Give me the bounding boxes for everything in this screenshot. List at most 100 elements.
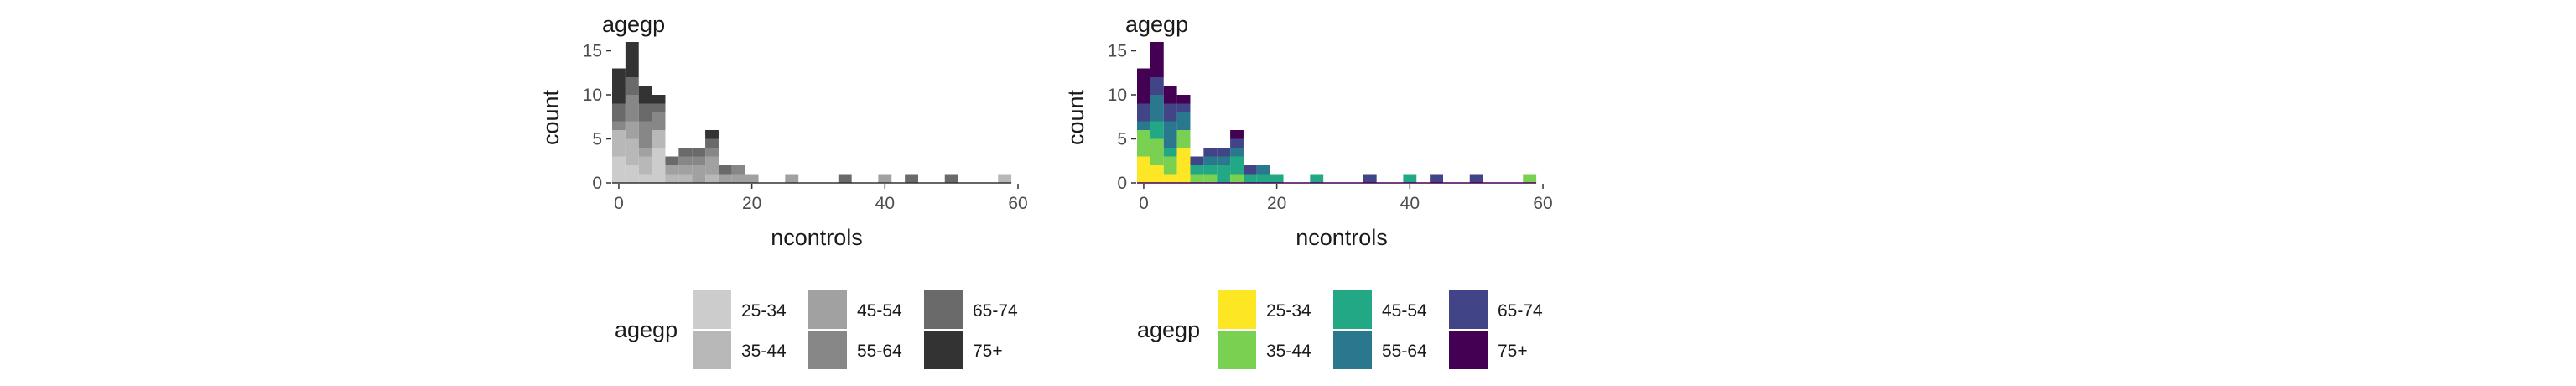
bar-35-44-bin-4 xyxy=(1163,156,1177,175)
y-tick-label: 5 xyxy=(1117,130,1127,149)
legend-swatch xyxy=(1333,331,1372,369)
bar-65-74-bin-50 xyxy=(1469,174,1483,183)
bar-55-64-bin-0 xyxy=(612,121,626,130)
bar-25-34-bin-6 xyxy=(1176,148,1191,183)
legend-label: 25-34 xyxy=(1266,301,1311,321)
bar-55-64-bin-10 xyxy=(678,156,693,165)
legend-label: 35-44 xyxy=(1266,342,1311,361)
bar-25-34-bin-0 xyxy=(1137,156,1150,183)
bar-45-54-bin-10 xyxy=(678,165,693,175)
bar-65-74-bin-6 xyxy=(652,103,666,112)
bar-55-64-bin-6 xyxy=(1176,112,1191,130)
bar-65-74-bin-2 xyxy=(625,77,639,95)
bar-45-54-bin-20 xyxy=(745,174,759,183)
bar-75plus-bin-0 xyxy=(1137,68,1150,104)
bar-65-74-bin-16 xyxy=(718,165,732,175)
bar-75plus-bin-0 xyxy=(612,68,626,104)
x-tick-label: 40 xyxy=(875,194,895,213)
bar-55-64-bin-0 xyxy=(1137,121,1150,130)
x-tick-label: 20 xyxy=(1267,194,1286,213)
bar-75plus-bin-14 xyxy=(705,130,719,139)
x-axis-label: ncontrols xyxy=(771,225,863,250)
bar-75plus-bin-6 xyxy=(652,95,666,104)
bar-25-34-bin-2 xyxy=(625,165,639,183)
legend-swatch xyxy=(693,331,731,369)
bar-45-54-bin-8 xyxy=(1190,165,1204,175)
legend-label: 45-54 xyxy=(1382,301,1427,321)
bar-55-64-bin-14 xyxy=(1230,148,1244,157)
legend-title: agegp xyxy=(615,317,678,342)
bar-65-74-bin-44 xyxy=(905,174,919,183)
bar-55-64-bin-6 xyxy=(652,112,666,130)
legend-swatch xyxy=(924,290,963,329)
bar-65-74-bin-34 xyxy=(1363,174,1377,183)
y-axis-label: count xyxy=(1063,89,1088,145)
bar-25-34-bin-2 xyxy=(1150,165,1164,183)
bar-65-74-bin-6 xyxy=(1176,103,1191,112)
bar-35-44-bin-10 xyxy=(1203,174,1218,183)
chart-panel-1: agegp 0 5 10 15 0 20 40 60 ncontrols count agegp 25-… xyxy=(538,12,1028,369)
bar-45-54-bin-16 xyxy=(718,174,732,183)
y-tick-label: 10 xyxy=(1108,86,1127,105)
x-tick-label: 40 xyxy=(1400,194,1420,213)
bar-45-54-bin-14 xyxy=(1230,156,1244,175)
x-tick-label: 60 xyxy=(1008,194,1027,213)
legend-swatch xyxy=(693,290,731,329)
bar-35-44-bin-8 xyxy=(665,174,679,183)
bar-75plus-bin-4 xyxy=(638,86,652,104)
bar-35-44-bin-0 xyxy=(612,130,626,157)
legend-title: agegp xyxy=(1137,317,1200,342)
bar-45-54-bin-18 xyxy=(1256,174,1270,183)
y-tick-label: 0 xyxy=(592,174,602,193)
bar-35-44-bin-10 xyxy=(678,174,693,183)
bar-55-64-bin-4 xyxy=(1163,121,1177,148)
legend-label: 55-64 xyxy=(1382,342,1427,361)
bar-65-74-bin-10 xyxy=(678,148,693,157)
bar-65-74-bin-4 xyxy=(1163,103,1177,122)
bar-45-54-bin-2 xyxy=(1150,121,1164,139)
legend-label: 75+ xyxy=(1498,342,1528,361)
bar-35-44-bin-6 xyxy=(652,130,666,148)
x-tick-label: 60 xyxy=(1533,194,1552,213)
bar-65-74-bin-12 xyxy=(1217,148,1231,157)
bar-55-64-bin-18 xyxy=(731,165,745,175)
legend: agegp 25-34 35-44 45-54 55-64 65-74 75+ xyxy=(615,290,1018,369)
bar-45-54-bin-2 xyxy=(625,121,639,139)
legend-swatch xyxy=(1333,290,1372,329)
bar-65-74-bin-0 xyxy=(1137,103,1150,122)
chart-title: agegp xyxy=(602,12,665,37)
bar-45-54-bin-20 xyxy=(1270,174,1284,183)
x-tick-label: 20 xyxy=(742,194,761,213)
bar-35-44-bin-58 xyxy=(1523,174,1537,183)
bar-75plus-bin-6 xyxy=(1176,95,1191,104)
bar-65-74-bin-14 xyxy=(1230,138,1244,148)
legend-swatch xyxy=(1218,290,1256,329)
bar-65-74-bin-8 xyxy=(1190,156,1204,165)
bar-65-74-bin-10 xyxy=(1203,148,1218,157)
bar-65-74-bin-0 xyxy=(612,103,626,122)
bar-45-54-bin-10 xyxy=(1203,165,1218,175)
bar-55-64-bin-14 xyxy=(705,148,719,157)
bar-75plus-bin-4 xyxy=(1163,86,1177,104)
bar-25-34-bin-4 xyxy=(1163,174,1177,183)
legend-swatch xyxy=(1218,331,1256,369)
bar-35-44-bin-2 xyxy=(1150,138,1164,165)
legend-label: 55-64 xyxy=(857,342,902,361)
legend-label: 25-34 xyxy=(741,301,787,321)
bar-45-54-bin-40 xyxy=(1403,174,1417,183)
bar-35-44-bin-4 xyxy=(638,156,652,175)
bar-45-54-bin-12 xyxy=(1217,165,1231,183)
bar-45-54-bin-4 xyxy=(638,148,652,157)
legend-swatch xyxy=(924,331,963,369)
bar-65-74-bin-34 xyxy=(838,174,852,183)
legend-swatch xyxy=(808,331,847,369)
y-tick-label: 15 xyxy=(583,42,602,61)
bar-35-44-bin-2 xyxy=(625,138,639,165)
bar-65-74-bin-16 xyxy=(1243,165,1257,175)
bar-45-54-bin-26 xyxy=(785,174,799,183)
bar-45-54-bin-14 xyxy=(705,156,719,175)
bar-45-54-bin-8 xyxy=(665,165,679,175)
bar-45-54-bin-26 xyxy=(1310,174,1324,183)
x-tick-label: 0 xyxy=(614,194,624,213)
